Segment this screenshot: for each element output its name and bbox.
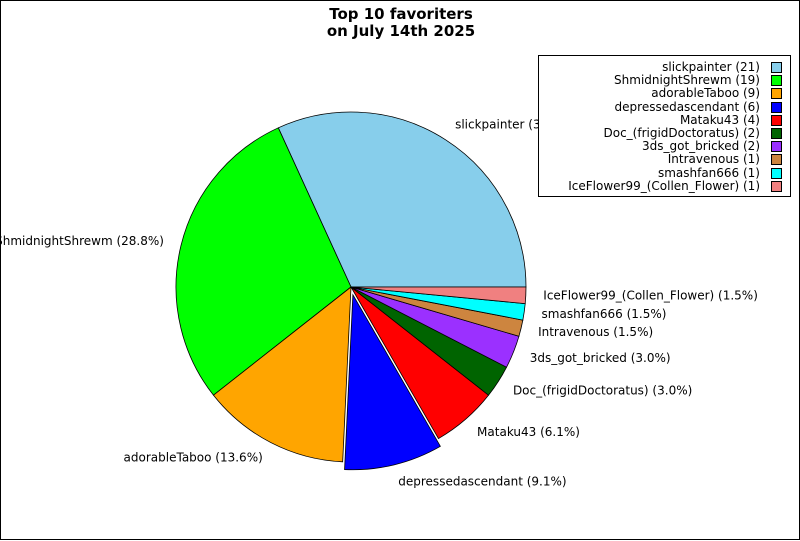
legend-label-5: Doc_(frigidDoctoratus) (2) [603,126,761,141]
slice-label-3: depressedascendant (9.1%) [398,474,566,488]
pie-slice-9 [350,286,527,305]
chart-legend: slickpainter (21) ShmidnightShrewm (19) ad… [538,55,791,197]
slice-label-5: Doc_(frigidDoctoratus) (3.0%) [513,384,692,398]
legend-label-4: Mataku43 (4) [679,112,760,127]
legend-entry-3: depressedascendant (6) [539,99,790,114]
slice-label-9: IceFlower99_(Collen_Flower) (1.5%) [543,289,758,303]
legend-entry-2: adorableTaboo (9) [539,87,790,100]
legend-label-7: Intravenous (1) [667,152,760,167]
slice-label-7: Intravenous (1.5%) [538,325,653,339]
legend-label-3: depressedascendant (6) [614,99,760,114]
legend-entry-6: 3ds_got_bricked (2) [539,140,790,153]
pie-slice-2 [212,286,352,463]
legend-label-1: ShmidnightShrewm (19) [614,73,760,88]
chart-title-line-1: Top 10 favoriters [329,5,473,23]
slice-label-2: adorableTaboo (13.6%) [124,451,263,465]
legend-swatch-4 [771,114,782,126]
legend-swatch-1 [771,75,782,87]
legend-label-0: slickpainter (21) [662,60,760,75]
legend-entry-7: Intravenous (1) [539,153,790,166]
chart-title: Top 10 favoriters on July 14th 2025 [1,6,800,40]
legend-entry-5: Doc_(frigidDoctoratus) (2) [539,127,790,140]
legend-label-9: IceFlower99_(Collen_Flower) (1) [568,178,760,193]
legend-label-8: smashfan666 (1) [657,165,760,180]
legend-label-2: adorableTaboo (9) [651,86,760,101]
legend-swatch-2 [771,88,782,100]
chart-title-line-2: on July 14th 2025 [326,22,476,40]
legend-swatch-5 [771,128,782,140]
slice-label-6: 3ds_got_bricked (3.0%) [530,351,671,365]
slice-label-4: Mataku43 (6.1%) [477,425,580,439]
legend-entry-4: Mataku43 (4) [539,112,790,127]
legend-entry-0: slickpainter (21) [539,61,790,74]
legend-entry-1: ShmidnightShrewm (19) [539,74,790,87]
legend-swatch-0 [771,62,782,74]
legend-entry-9: IceFlower99_(Collen_Flower) (1) [539,178,790,193]
pie-slice-3 [344,293,441,471]
slice-label-8: smashfan666 (1.5%) [542,307,667,321]
legend-swatch-3 [771,101,782,113]
legend-swatch-9 [771,180,782,192]
legend-swatch-6 [771,141,782,153]
slice-label-1: ShmidnightShrewm (28.8%) [1,234,164,248]
legend-swatch-8 [771,167,782,179]
legend-label-6: 3ds_got_bricked (2) [642,139,760,154]
pie-slice-0 [277,111,527,288]
pie-slice-1 [175,127,352,396]
legend-entry-8: smashfan666 (1) [539,165,790,180]
legend-swatch-7 [771,154,782,166]
